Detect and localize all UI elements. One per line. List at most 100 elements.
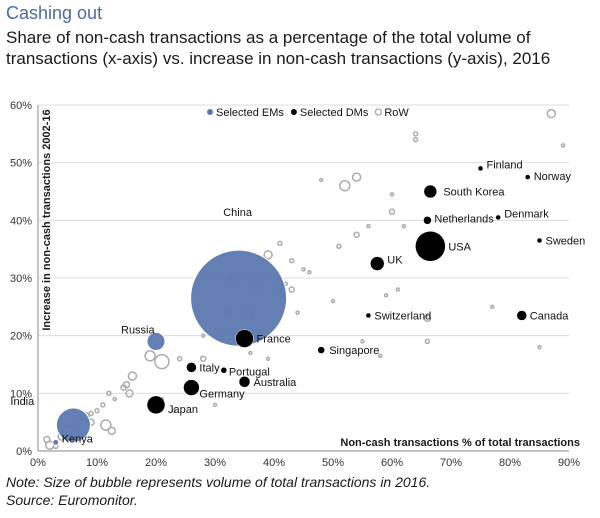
bubble-row: [199, 355, 207, 362]
bubble-south-korea: [423, 184, 438, 199]
bubble-row: [94, 407, 100, 414]
label-norway: Norway: [534, 171, 572, 183]
y-tick-label: 30%: [10, 273, 32, 285]
label-china: China: [223, 207, 253, 219]
bubble-row: [490, 304, 495, 310]
x-tick-label: 80%: [499, 457, 521, 469]
label-canada: Canada: [530, 310, 569, 322]
bubble-japan: [146, 395, 166, 415]
y-tick-label: 0%: [16, 446, 32, 458]
legend-label-row: RoW: [384, 107, 409, 119]
bubble-row: [412, 131, 419, 137]
bubble-row: [127, 371, 138, 381]
bubble-germany: [183, 379, 200, 396]
label-russia: Russia: [121, 324, 156, 336]
bubble-netherlands: [423, 216, 432, 225]
label-japan: Japan: [168, 404, 198, 416]
bubble-row: [176, 355, 183, 362]
x-tick-label: 0%: [30, 457, 46, 469]
tick-labels: 0% 10% 20% 30% 40% 50% 60% 0% 10% 20% 30% 40% 50% 60%…: [10, 100, 580, 469]
label-sweden: Sweden: [546, 236, 586, 248]
label-uk: UK: [387, 255, 403, 267]
bubble-row: [330, 298, 336, 304]
x-tick-label: 30%: [204, 457, 226, 469]
chart-note: Note: Size of bubble represents volume o…: [6, 473, 430, 509]
y-tick-label: 40%: [10, 215, 32, 227]
legend-label-selected-dms: Selected DMs: [300, 107, 369, 119]
bubble-row: [383, 293, 389, 298]
bubble-row: [263, 250, 273, 260]
label-australia: Australia: [254, 377, 298, 389]
label-singapore: Singapore: [329, 345, 379, 357]
note-text: Note: Size of bubble represents volume o…: [6, 474, 431, 490]
x-tick-label: 70%: [440, 457, 462, 469]
bubble-row: [171, 408, 176, 413]
label-india: India: [10, 396, 35, 408]
x-tick-label: 60%: [381, 457, 403, 469]
bubble-row: [288, 257, 295, 264]
bubble-finland: [477, 165, 484, 172]
x-tick-label: 20%: [145, 457, 167, 469]
bubble-row: [307, 269, 312, 275]
bubble-row: [395, 287, 401, 292]
bubble-row: [301, 267, 306, 272]
bubble-row: [351, 172, 362, 182]
bubble-row: [401, 223, 407, 229]
bubble-row: [88, 410, 94, 417]
bubble-row: [144, 350, 156, 362]
bubble-row: [388, 208, 396, 215]
y-tick-label: 60%: [10, 100, 32, 112]
bubble-row: [107, 426, 116, 436]
bubble-india: [55, 407, 91, 443]
bubble-row: [360, 339, 365, 344]
bubble-france: [235, 329, 254, 348]
x-tick-label: 40%: [263, 457, 285, 469]
label-france: France: [257, 334, 291, 346]
bubble-row: [212, 402, 218, 408]
grid: [38, 104, 569, 394]
y-tick-label: 10%: [10, 388, 32, 400]
bubble-row: [339, 179, 351, 192]
label-switzerland: Switzerland: [374, 310, 431, 322]
bubble-row: [120, 384, 127, 391]
legend: Selected EMs Selected DMs RoW: [207, 107, 409, 119]
label-netherlands: Netherlands: [434, 213, 494, 225]
x-tick-label: 10%: [86, 457, 108, 469]
bubble-row: [412, 136, 419, 143]
bubble-china: [190, 249, 288, 347]
label-kenya: Kenya: [62, 433, 94, 445]
label-south-korea: South Korea: [443, 187, 505, 199]
bubble-row: [112, 396, 117, 402]
bubble-russia: [146, 331, 166, 351]
bubble-singapore: [317, 346, 325, 354]
bubble-usa: [415, 231, 446, 262]
x-axis-label: Non-cash transactions % of total transac…: [340, 437, 580, 449]
x-tick-label: 90%: [558, 457, 580, 469]
legend-label-selected-ems: Selected EMs: [216, 107, 284, 119]
bubble-row: [265, 356, 271, 361]
bubble-kenya: [52, 438, 60, 446]
chart-subtitle: Share of non-cash transactions as a perc…: [6, 28, 551, 68]
label-denmark: Denmark: [504, 208, 549, 220]
bubble-row: [546, 108, 557, 119]
bubble-denmark: [495, 214, 501, 221]
source-text: Source: Euromonitor.: [6, 492, 138, 508]
bubble-row: [125, 389, 134, 398]
bubble-italy: [186, 362, 197, 373]
label-portugal: Portugal: [229, 366, 270, 378]
bubble-switzerland: [365, 312, 372, 319]
bubble-row: [295, 310, 300, 315]
y-tick-label: 20%: [10, 331, 32, 343]
bubble-row: [288, 286, 295, 293]
x-tick-label: 50%: [322, 457, 344, 469]
chart-title: Cashing out: [6, 3, 103, 23]
bubble-row: [100, 402, 106, 408]
label-usa: USA: [448, 241, 471, 253]
legend-marker-selected-ems: [207, 109, 213, 115]
y-axis-label: Increase in non-cash transactions 2002-1…: [41, 109, 53, 330]
bubble-row: [389, 192, 395, 197]
bubble-row: [366, 223, 371, 229]
bubble-uk: [370, 256, 385, 271]
bubble-row: [100, 419, 112, 431]
